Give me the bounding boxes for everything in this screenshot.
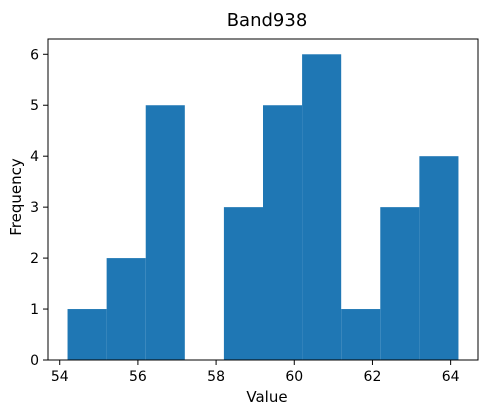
x-axis-ticks: 54 56 58 60 62 64 (51, 360, 460, 385)
x-tick-label: 62 (364, 369, 382, 385)
y-tick-label: 2 (30, 251, 39, 267)
histogram-bar (106, 258, 146, 360)
histogram-bar (263, 105, 303, 360)
x-tick-label: 54 (51, 369, 69, 385)
histogram-bar (145, 105, 185, 360)
histogram-bar (67, 309, 107, 360)
y-tick-label: 6 (30, 47, 39, 63)
y-tick-label: 0 (30, 353, 39, 369)
x-tick-label: 56 (129, 369, 147, 385)
plot-frame (47, 38, 479, 361)
bars-group (67, 54, 459, 361)
y-axis-label: Frequency (7, 158, 25, 236)
x-tick-label: 60 (285, 369, 303, 385)
x-tick-label: 58 (207, 369, 225, 385)
y-tick-label: 5 (30, 98, 39, 114)
y-tick-label: 1 (30, 302, 39, 318)
y-tick-label: 3 (30, 200, 39, 216)
histogram-bar (419, 156, 459, 360)
histogram-bar (380, 207, 420, 360)
y-tick-label: 4 (30, 149, 39, 165)
histogram-bar (223, 207, 263, 360)
histogram-bar (341, 309, 381, 360)
x-axis-label: Value (246, 388, 287, 406)
histogram-bar (302, 54, 342, 361)
y-axis-ticks: 0 1 2 3 4 5 6 (30, 47, 48, 369)
chart-title: Band938 (227, 10, 308, 31)
x-tick-label: 64 (442, 369, 460, 385)
